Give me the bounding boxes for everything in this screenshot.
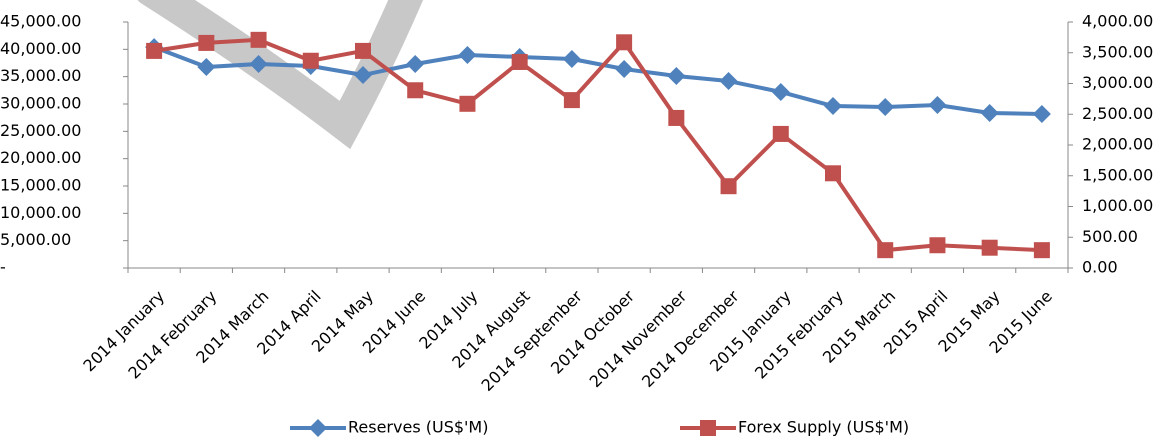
legend-marker bbox=[700, 420, 716, 436]
marker bbox=[249, 54, 268, 73]
y2-tick-label: 3,500.00 bbox=[1082, 42, 1153, 61]
y-tick-label: 40,000.00 bbox=[0, 39, 81, 58]
y-tick-label: 20,000.00 bbox=[0, 148, 81, 167]
marker bbox=[563, 92, 580, 109]
marker bbox=[198, 34, 215, 51]
marker bbox=[877, 242, 894, 259]
marker bbox=[615, 60, 634, 79]
marker bbox=[354, 66, 372, 85]
marker bbox=[459, 95, 476, 112]
marker bbox=[825, 165, 841, 182]
y-tick-label: 45,000.00 bbox=[0, 12, 81, 31]
x-tick-label: 2014 February bbox=[124, 287, 220, 383]
marker bbox=[355, 42, 371, 59]
series-line bbox=[153, 37, 1042, 253]
marker bbox=[929, 237, 946, 254]
y-tick-label: 15,000.00 bbox=[0, 176, 81, 195]
marker bbox=[928, 95, 947, 114]
marker bbox=[511, 53, 528, 70]
y-tick-label: 30,000.00 bbox=[0, 94, 81, 113]
y2-tick-label: 4,000.00 bbox=[1082, 12, 1153, 31]
marker bbox=[1033, 242, 1050, 259]
marker bbox=[250, 31, 267, 48]
y2-tick-label: 2,000.00 bbox=[1082, 135, 1153, 154]
marker bbox=[981, 239, 998, 256]
marker bbox=[668, 109, 685, 126]
y2-tick-label: 3,000.00 bbox=[1082, 73, 1153, 92]
y-tick-label: 10,000.00 bbox=[0, 203, 81, 222]
marker bbox=[562, 50, 581, 69]
marker bbox=[771, 82, 790, 101]
marker bbox=[616, 34, 633, 51]
y2-tick-label: 1,000.00 bbox=[1082, 196, 1153, 215]
marker bbox=[458, 46, 477, 65]
legend-marker bbox=[309, 419, 327, 437]
legend-label: Reserves (US$'M) bbox=[348, 418, 488, 437]
marker bbox=[146, 42, 163, 59]
y-tick-label: 5,000.00 bbox=[0, 230, 71, 249]
marker bbox=[407, 82, 424, 99]
marker bbox=[406, 54, 425, 73]
marker bbox=[772, 125, 789, 142]
y2-tick-label: 2,500.00 bbox=[1082, 104, 1153, 123]
marker bbox=[667, 67, 686, 86]
watermark bbox=[137, 0, 424, 150]
x-tick-label: 2015 February bbox=[751, 287, 847, 383]
y2-tick-label: 500.00 bbox=[1082, 227, 1138, 246]
x-tick-label: 2014 November bbox=[586, 286, 691, 391]
y-tick-label: 35,000.00 bbox=[0, 66, 81, 85]
y-tick-label: - bbox=[0, 258, 6, 277]
y2-tick-label: 1,500.00 bbox=[1082, 165, 1153, 184]
y-tick-label: 25,000.00 bbox=[0, 121, 81, 140]
marker bbox=[824, 97, 842, 116]
x-tick-label: 2014 December bbox=[638, 286, 743, 391]
series-line bbox=[153, 45, 1042, 117]
marker bbox=[876, 98, 895, 117]
marker bbox=[720, 178, 737, 195]
marker bbox=[302, 52, 319, 69]
y2-tick-label: 0.00 bbox=[1082, 258, 1118, 277]
marker bbox=[719, 72, 738, 91]
legend-label: Forex Supply (US$'M) bbox=[738, 418, 909, 437]
marker bbox=[197, 57, 216, 76]
marker bbox=[1032, 105, 1051, 124]
marker bbox=[980, 104, 999, 123]
